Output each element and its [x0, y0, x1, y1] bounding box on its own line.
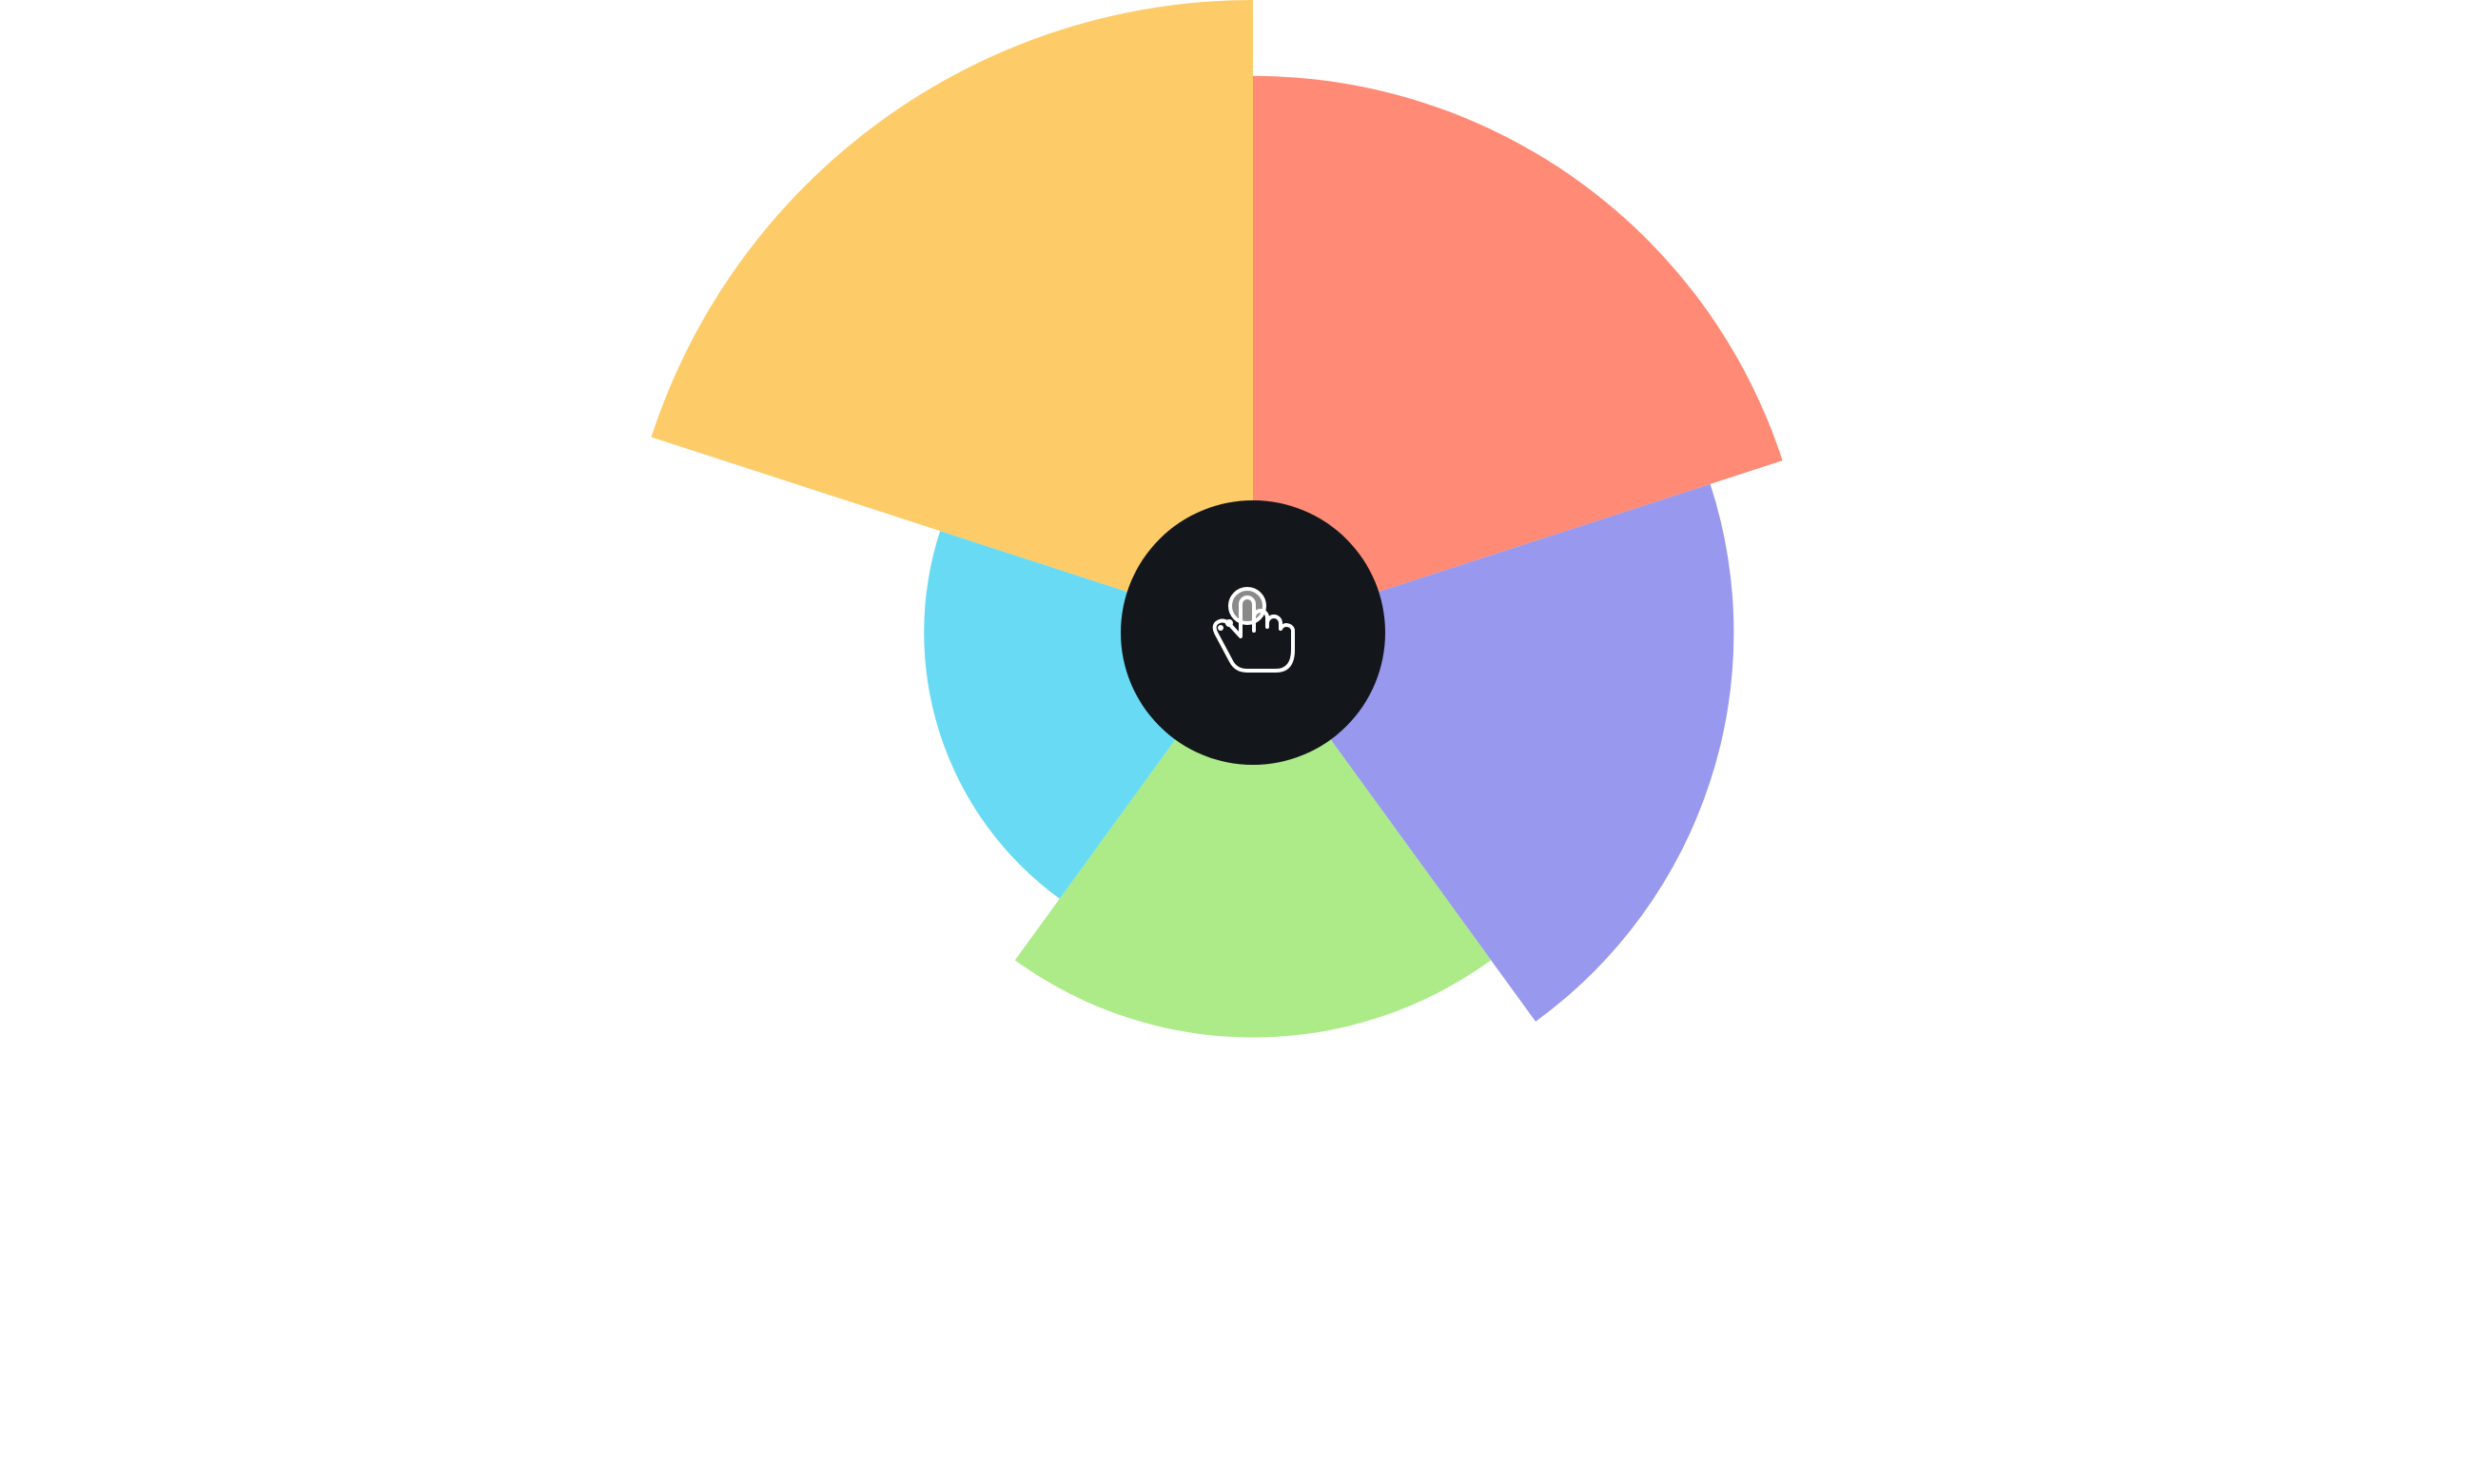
- sector-3[interactable]: [1014, 633, 1492, 1038]
- tap-hand-icon: [1212, 587, 1295, 673]
- center-button-background[interactable]: [1121, 500, 1385, 765]
- center-button[interactable]: [1121, 500, 1385, 765]
- sector-5[interactable]: [651, 0, 1253, 633]
- sector-1[interactable]: [1253, 75, 1783, 634]
